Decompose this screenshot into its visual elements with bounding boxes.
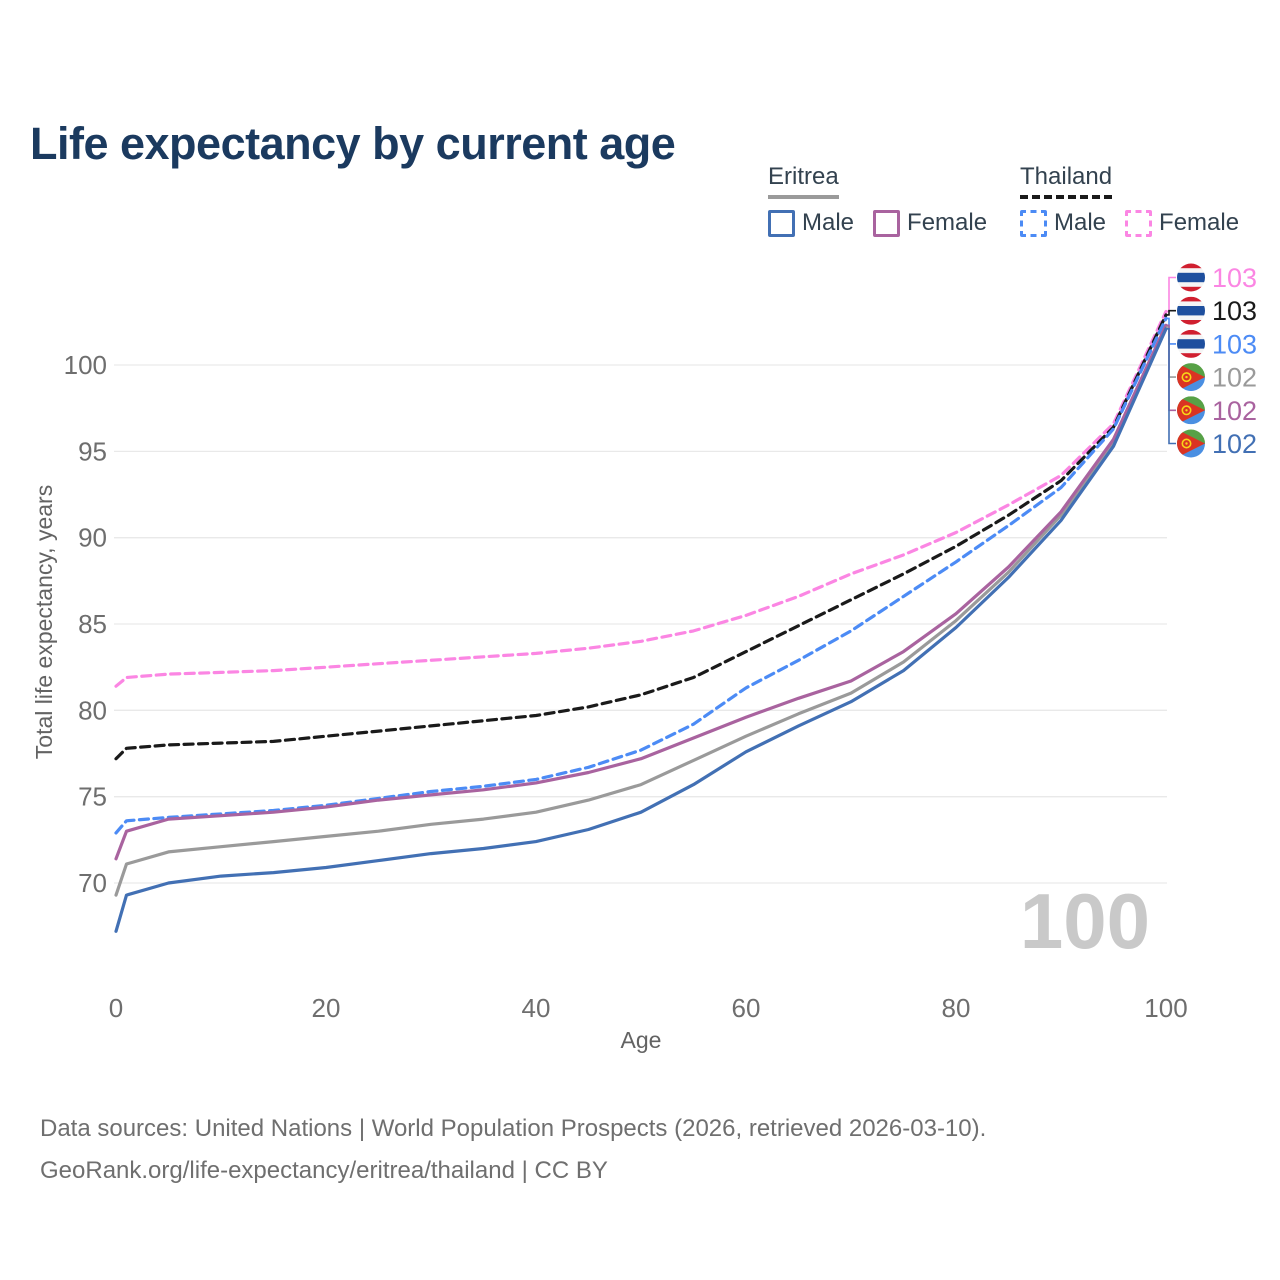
end-label-leader xyxy=(1166,309,1176,316)
y-tick-70: 70 xyxy=(78,868,107,898)
eritrea-flag-icon xyxy=(1177,396,1205,424)
end-label-leader xyxy=(1166,328,1176,445)
eritrea-flag-icon xyxy=(1177,363,1205,391)
x-tick-80: 80 xyxy=(942,993,971,1023)
legend-label-thailand-male: Male xyxy=(1054,209,1107,236)
series-line-eritrea-male xyxy=(114,327,1168,933)
legend-group-eritrea: Eritrea Male Female xyxy=(768,163,1006,237)
thailand-flag-icon xyxy=(1177,297,1205,325)
life-expectancy-chart: 100 70 75 80 85 90 95 100 0 20 40 60 80 100 Total l… xyxy=(31,263,1257,1053)
end-label-value: 102 xyxy=(1212,363,1257,393)
legend-item-thailand-female[interactable]: Female xyxy=(1125,209,1258,237)
gridlines xyxy=(114,364,1167,884)
end-label-leader xyxy=(1166,324,1176,412)
legend-label-thailand-female: Female xyxy=(1159,209,1240,236)
x-tick-60: 60 xyxy=(732,993,761,1023)
y-tick-90: 90 xyxy=(78,523,107,553)
y-tick-100: 100 xyxy=(64,350,107,380)
legend-label-eritrea-male: Male xyxy=(802,209,855,236)
footer: Data sources: United Nations | World Pop… xyxy=(40,1108,1240,1192)
y-tick-85: 85 xyxy=(78,609,107,639)
eritrea-female-swatch-icon xyxy=(873,209,901,237)
series-lines xyxy=(114,309,1168,933)
legend-item-thailand-male[interactable]: Male xyxy=(1020,209,1125,237)
end-label-value: 103 xyxy=(1212,296,1257,326)
thailand-flag-icon xyxy=(1177,264,1205,292)
end-label-value: 102 xyxy=(1212,429,1257,459)
series-line-eritrea xyxy=(114,325,1168,897)
eritrea-flag-icon xyxy=(1177,430,1205,458)
x-tick-0: 0 xyxy=(109,993,123,1023)
thailand-flag-icon xyxy=(1177,330,1205,358)
legend-country-thailand: Thailand xyxy=(1020,163,1113,199)
watermark-age-counter: 100 xyxy=(1020,877,1150,965)
end-label-value: 103 xyxy=(1212,329,1257,359)
end-label-leader xyxy=(1166,317,1176,345)
legend-item-eritrea-female[interactable]: Female xyxy=(873,209,1006,237)
footer-attribution: GeoRank.org/life-expectancy/eritrea/thai… xyxy=(40,1157,608,1184)
end-label-value: 103 xyxy=(1212,263,1257,293)
series-line-thailand-female xyxy=(114,309,1168,688)
legend-country-eritrea: Eritrea xyxy=(768,163,839,199)
y-tick-75: 75 xyxy=(78,782,107,812)
page-title: Life expectancy by current age xyxy=(30,118,676,170)
legend-group-thailand: Thailand Male Female xyxy=(1020,163,1258,237)
legend-item-eritrea-male[interactable]: Male xyxy=(768,209,873,237)
x-axis-tick-labels: 0 20 40 60 80 100 xyxy=(109,993,1188,1023)
footer-data-sources: Data sources: United Nations | World Pop… xyxy=(40,1115,987,1142)
legend-row-thailand: Male Female xyxy=(1020,209,1258,237)
y-tick-80: 80 xyxy=(78,695,107,725)
y-tick-95: 95 xyxy=(78,436,107,466)
y-axis-title: Total life expectancy, years xyxy=(31,485,57,759)
series-line-thailand xyxy=(114,313,1168,761)
thailand-male-swatch-icon xyxy=(1020,209,1047,237)
end-label-value: 102 xyxy=(1212,396,1257,426)
y-axis-tick-labels: 70 75 80 85 90 95 100 xyxy=(64,350,107,898)
legend-label-eritrea-female: Female xyxy=(907,209,988,236)
x-axis-title: Age xyxy=(621,1027,662,1053)
x-tick-40: 40 xyxy=(522,993,551,1023)
end-label-leader xyxy=(1166,326,1176,378)
end-label-leader xyxy=(1166,276,1176,313)
x-tick-20: 20 xyxy=(312,993,341,1023)
eritrea-male-swatch-icon xyxy=(768,209,795,237)
legend-row-eritrea: Male Female xyxy=(768,209,1006,237)
series-line-thailand-male xyxy=(114,316,1168,835)
series-line-eritrea-female xyxy=(114,323,1168,861)
thailand-female-swatch-icon xyxy=(1125,209,1153,237)
x-tick-100: 100 xyxy=(1144,993,1187,1023)
